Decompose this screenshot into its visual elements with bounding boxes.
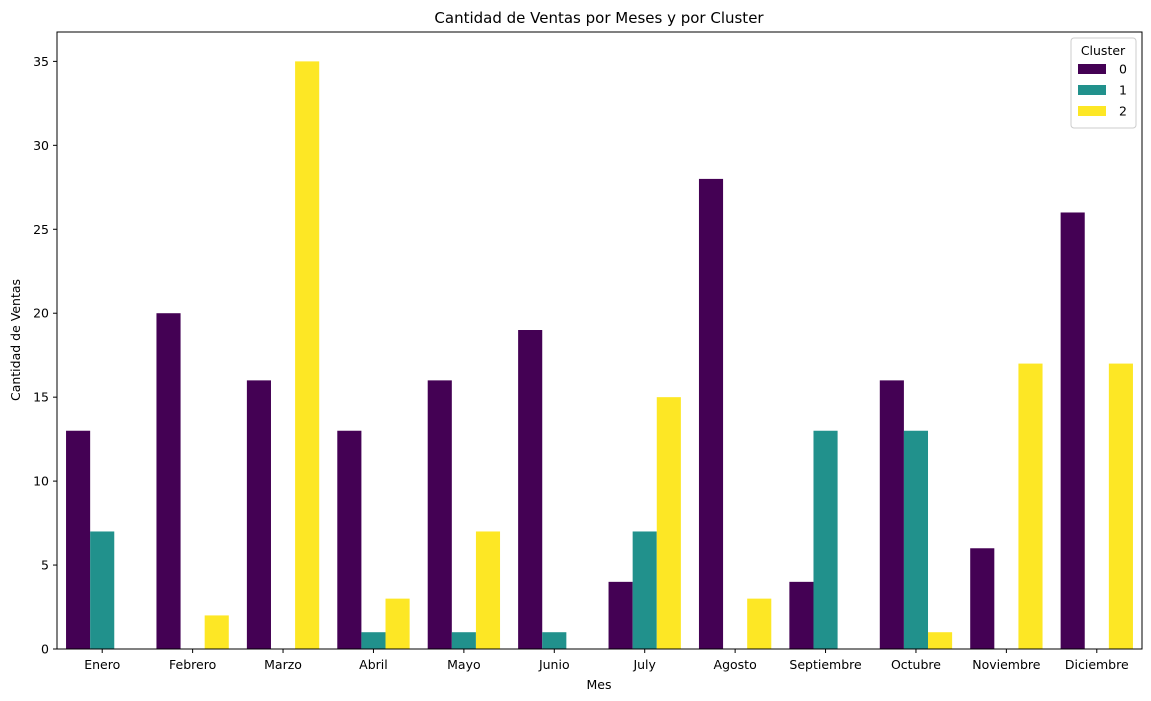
bar-agosto-cluster-0 — [698, 178, 724, 649]
bar-july-cluster-1 — [632, 531, 657, 649]
legend-label-cluster-0: 0 — [1119, 62, 1127, 77]
bar-mayo-cluster-0 — [427, 380, 452, 649]
bar-junio-cluster-0 — [518, 330, 543, 649]
legend: Cluster 0 1 2 — [1070, 37, 1137, 129]
bar-noviembre-cluster-2 — [1018, 363, 1043, 649]
x-axis-ticks: Enero Febrero Marzo Abril Mayo Junio July Agost… — [84, 649, 1129, 672]
bar-enero-cluster-0 — [66, 430, 91, 649]
y-tick-label: 10 — [33, 474, 49, 489]
bar-octubre-cluster-0 — [879, 380, 904, 649]
legend-label-cluster-2: 2 — [1119, 104, 1127, 119]
bar-july-cluster-0 — [608, 581, 633, 649]
bar-diciembre-cluster-2 — [1108, 363, 1133, 649]
y-tick-label: 30 — [33, 138, 49, 153]
x-tick-label: Febrero — [169, 657, 216, 672]
bar-enero-cluster-1 — [90, 531, 115, 649]
bar-diciembre-cluster-0 — [1060, 212, 1085, 650]
y-axis-ticks: 0 5 10 15 20 25 30 35 — [33, 54, 57, 657]
legend-swatch-cluster-1 — [1078, 85, 1106, 95]
chart-title: Cantidad de Ventas por Meses y por Clust… — [434, 9, 764, 27]
bars-group — [66, 61, 1133, 650]
bar-abril-cluster-1 — [361, 632, 386, 649]
bar-agosto-cluster-2 — [747, 598, 772, 649]
x-tick-label: Septiembre — [789, 657, 862, 672]
legend-title: Cluster — [1081, 43, 1126, 58]
plot-frame — [56, 31, 1143, 650]
legend-box — [1070, 37, 1137, 129]
y-tick-label: 20 — [33, 306, 49, 321]
y-tick-label: 5 — [41, 558, 49, 573]
legend-label-cluster-1: 1 — [1119, 83, 1127, 98]
x-tick-label: Mayo — [447, 657, 481, 672]
bar-octubre-cluster-1 — [903, 430, 929, 649]
legend-swatch-cluster-0 — [1078, 64, 1106, 74]
x-tick-label: Enero — [84, 657, 120, 672]
bar-noviembre-cluster-0 — [970, 548, 995, 649]
x-tick-label: Diciembre — [1065, 657, 1129, 672]
y-axis-label: Cantidad de Ventas — [8, 279, 23, 401]
y-tick-label: 15 — [33, 390, 49, 405]
bar-septiembre-cluster-1 — [813, 430, 838, 649]
bar-abril-cluster-2 — [385, 598, 410, 649]
x-tick-label: July — [632, 657, 656, 672]
x-tick-label: Marzo — [264, 657, 302, 672]
bar-mayo-cluster-1 — [451, 632, 476, 649]
x-tick-label: Agosto — [714, 657, 757, 672]
y-tick-label: 0 — [41, 642, 49, 657]
bar-abril-cluster-0 — [337, 430, 362, 649]
bar-marzo-cluster-2 — [295, 61, 320, 649]
bar-septiembre-cluster-0 — [789, 581, 814, 649]
x-axis-label: Mes — [587, 677, 612, 692]
bar-marzo-cluster-0 — [246, 380, 271, 649]
bar-octubre-cluster-2 — [928, 632, 953, 649]
bar-mayo-cluster-2 — [475, 531, 501, 649]
bar-july-cluster-2 — [656, 397, 681, 649]
legend-swatch-cluster-2 — [1078, 106, 1106, 116]
bar-febrero-cluster-2 — [204, 615, 229, 649]
bar-febrero-cluster-0 — [156, 313, 181, 649]
x-tick-label: Octubre — [891, 657, 941, 672]
x-tick-label: Junio — [538, 657, 570, 672]
x-tick-label: Noviembre — [972, 657, 1041, 672]
bar-junio-cluster-1 — [542, 632, 567, 649]
y-tick-label: 35 — [33, 54, 49, 69]
y-tick-label: 25 — [33, 222, 49, 237]
x-tick-label: Abril — [359, 657, 388, 672]
